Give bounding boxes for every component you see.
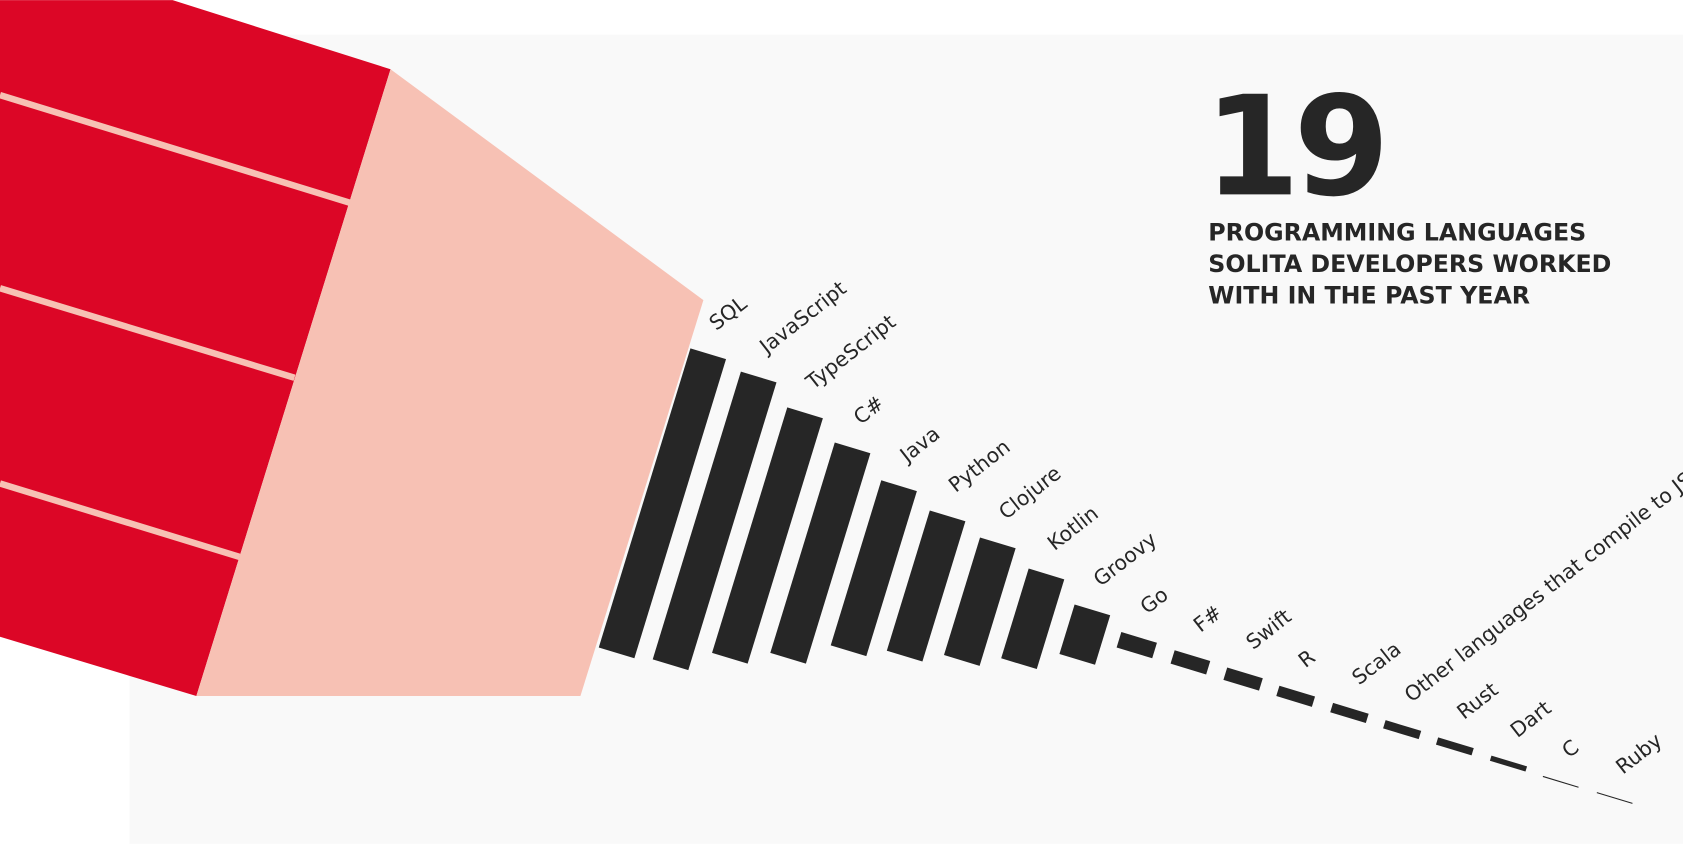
subtitle-line: PROGRAMMING LANGUAGES — [1208, 219, 1586, 247]
bar — [770, 442, 871, 664]
bar — [1435, 737, 1474, 756]
bar — [1276, 685, 1316, 707]
bar — [1059, 604, 1111, 665]
bar — [886, 510, 966, 662]
pencil-stripe — [0, 480, 241, 560]
bar — [1170, 650, 1211, 675]
bar — [1542, 775, 1579, 788]
headline-number: 19 — [1204, 66, 1383, 227]
pencil-stripe — [0, 285, 296, 381]
bar — [1489, 755, 1528, 772]
bar — [1383, 720, 1422, 740]
bar — [712, 407, 823, 664]
bar — [943, 537, 1016, 666]
pencil-stripe — [0, 92, 352, 207]
subtitle-line: WITH IN THE PAST YEAR — [1208, 281, 1530, 309]
bar — [1116, 632, 1157, 659]
bar — [1596, 792, 1633, 804]
bar — [1330, 702, 1369, 723]
bar — [1223, 667, 1263, 691]
bar — [598, 348, 727, 659]
bar — [1001, 568, 1065, 670]
bar — [830, 480, 917, 657]
pencil-tip — [196, 69, 704, 697]
bar — [652, 371, 777, 671]
subtitle-line: SOLITA DEVELOPERS WORKED — [1208, 250, 1611, 278]
